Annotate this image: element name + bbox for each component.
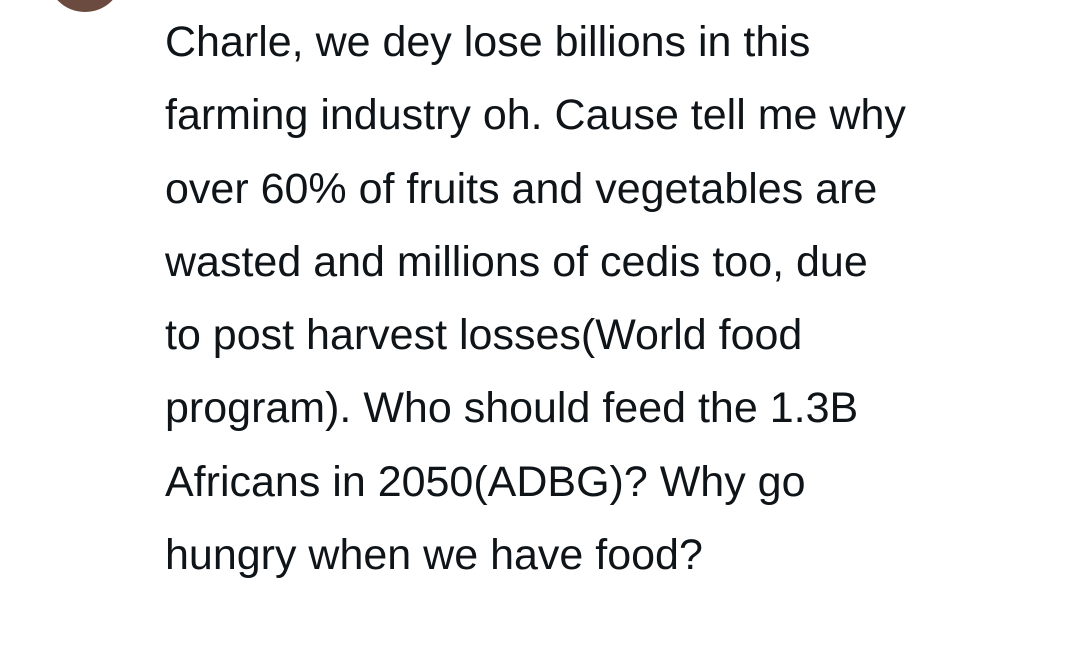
avatar[interactable]: [47, 0, 123, 12]
tweet-line: Charle, we dey lose billions in this: [165, 18, 811, 66]
tweet-line: over 60% of fruits and vegetables are: [165, 164, 878, 213]
tweet-line: hungry when we have food?: [165, 531, 703, 580]
tweet-line: Africans in 2050(ADBG)? Why go: [165, 457, 806, 506]
tweet-line: farming industry oh. Cause tell me why: [165, 91, 906, 140]
tweet-line: program). Who should feed the 1.3B: [165, 384, 859, 433]
tweet-text: Charle, we dey lose billions in this far…: [165, 6, 1065, 592]
tweet-line: wasted and millions of cedis too, due: [165, 237, 868, 286]
tweet-line: to post harvest losses(World food: [165, 311, 803, 360]
